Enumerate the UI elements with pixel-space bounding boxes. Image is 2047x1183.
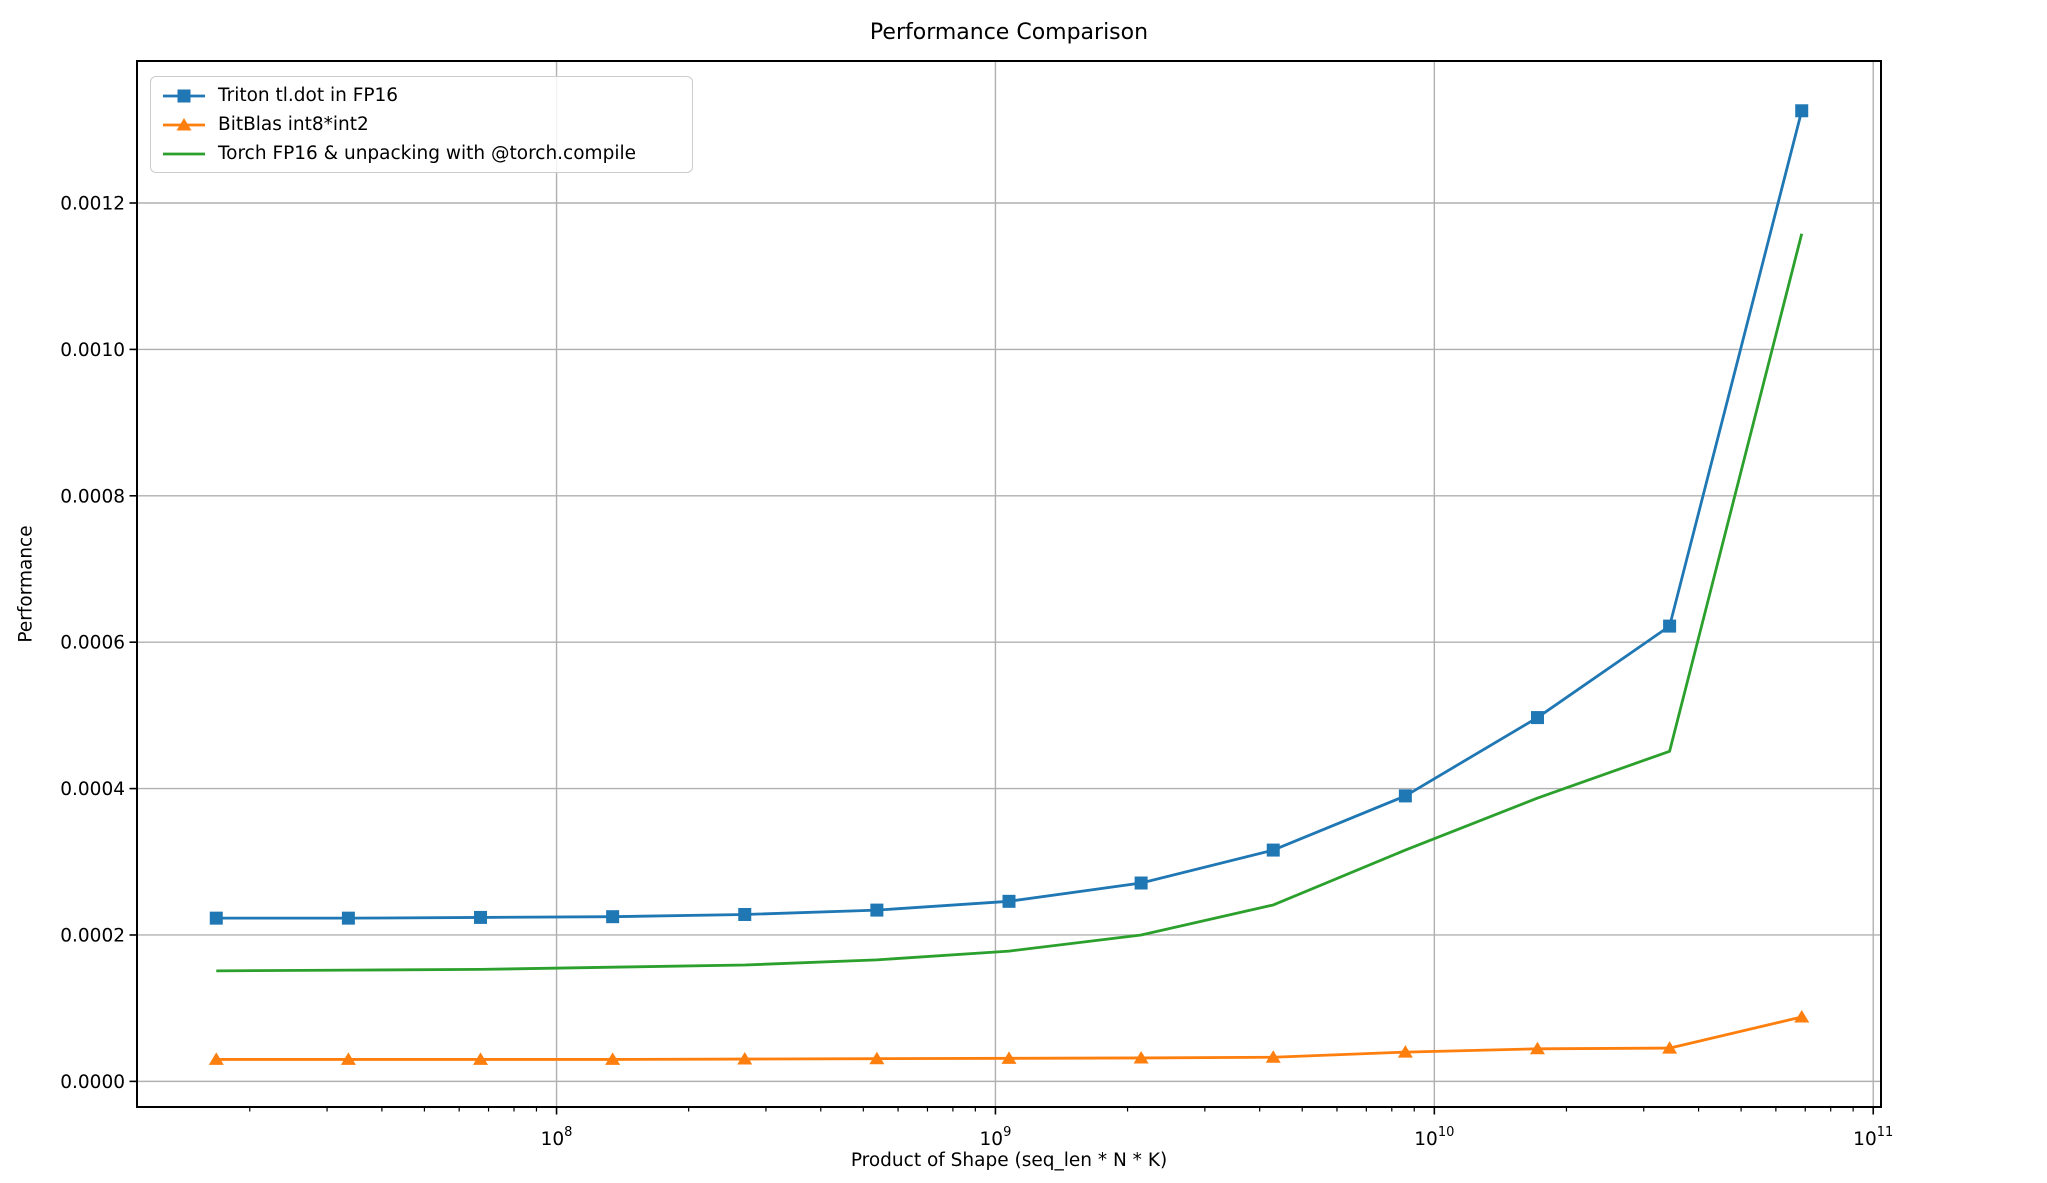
data-point-marker: [1134, 876, 1148, 890]
data-point-marker: [1398, 789, 1412, 803]
data-point-marker: [1133, 1050, 1149, 1064]
data-point-marker: [1530, 711, 1544, 725]
data-point-marker: [1266, 843, 1280, 857]
data-point-marker: [1663, 619, 1677, 633]
data-point-marker: [208, 1052, 224, 1065]
data-point-marker: [341, 911, 355, 925]
data-point-marker: [605, 1052, 621, 1065]
legend-label: BitBlas int8*int2: [218, 114, 369, 135]
y-tick-label: 0.0000: [60, 1072, 125, 1093]
data-point-marker: [738, 907, 752, 921]
legend-swatch: [163, 152, 205, 155]
data-point-marker: [474, 910, 488, 924]
data-point-marker: [1002, 894, 1016, 908]
x-tick-label: 109: [980, 1125, 1012, 1150]
data-point-marker: [473, 1052, 489, 1065]
data-point-marker: [1529, 1041, 1545, 1055]
data-point-marker: [209, 911, 223, 925]
x-tick-label: 108: [541, 1125, 573, 1150]
series-line-0: [216, 110, 1804, 920]
x-axis-label: Product of Shape (seq_len * N * K): [850, 1150, 1168, 1171]
legend-swatch: [163, 89, 205, 102]
series-line-2: [216, 233, 1804, 973]
data-point-marker: [870, 903, 884, 917]
plot-border: [136, 60, 1882, 1108]
y-tick-label: 0.0004: [60, 779, 125, 800]
y-axis-label: Performance: [15, 525, 37, 643]
y-tick-label: 0.0006: [60, 633, 125, 654]
legend-entry: BitBlas int8*int2: [161, 112, 682, 137]
data-point-marker: [737, 1052, 753, 1065]
legend: Triton tl.dot in FP16 BitBlas int8*int2 To…: [150, 76, 693, 173]
y-tick-label: 0.0002: [60, 925, 125, 946]
data-point-marker: [1397, 1045, 1413, 1058]
data-point-marker: [606, 910, 620, 924]
chart-title: Performance Comparison: [869, 20, 1149, 45]
legend-label: Torch FP16 & unpacking with @torch.compi…: [218, 143, 636, 164]
x-tick-label: 1011: [1853, 1125, 1893, 1150]
data-point-marker: [1795, 104, 1809, 118]
legend-swatch: [163, 117, 205, 130]
legend-entry: Torch FP16 & unpacking with @torch.compi…: [161, 141, 682, 166]
legend-entry: Triton tl.dot in FP16: [161, 83, 682, 108]
y-tick-label: 0.0012: [60, 194, 125, 215]
data-point-marker: [1265, 1050, 1281, 1063]
x-tick-label: 1010: [1414, 1125, 1454, 1150]
data-point-marker: [1794, 1009, 1810, 1023]
legend-label: Triton tl.dot in FP16: [218, 85, 399, 106]
data-point-marker: [869, 1051, 885, 1065]
y-tick-label: 0.0008: [60, 486, 125, 507]
data-point-marker: [1001, 1051, 1017, 1064]
data-point-marker: [340, 1052, 356, 1065]
data-point-marker: [1662, 1041, 1678, 1054]
y-tick-label: 0.0010: [60, 340, 125, 361]
